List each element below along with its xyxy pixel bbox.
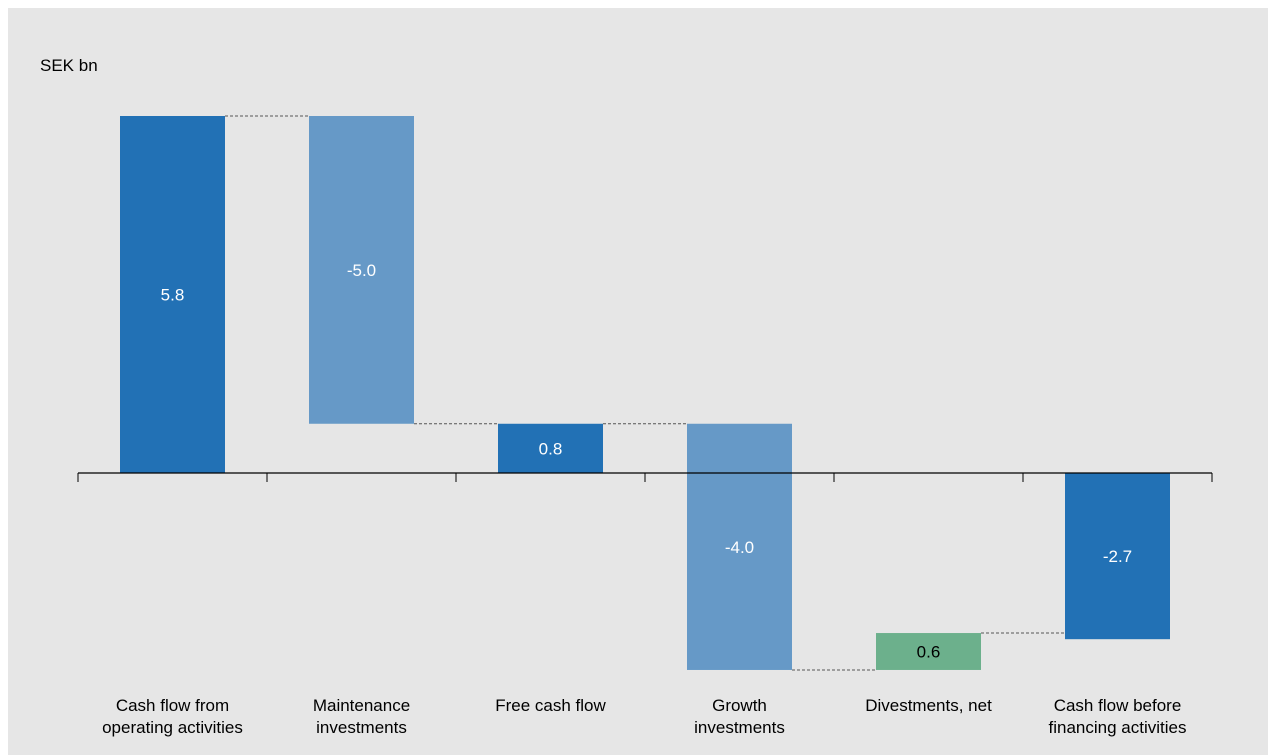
waterfall-chart: SEK bn 5.8 -5.0 0.8 -4.0 0.6 -2.7 Cash flow f… — [40, 56, 1213, 737]
category-labels: Cash flow from operating activities Mainte… — [102, 696, 1186, 737]
value-label: 0.6 — [917, 643, 941, 662]
category-label: Cash flow from operating activities — [102, 696, 243, 737]
x-axis — [77, 472, 1213, 482]
bar — [687, 423, 792, 670]
value-label: -2.7 — [1103, 547, 1132, 566]
bar — [1065, 473, 1170, 640]
chart-panel: SEK bn 5.8 -5.0 0.8 -4.0 0.6 -2.7 Cash flow f… — [8, 8, 1268, 755]
bar — [309, 116, 414, 424]
bar — [498, 423, 603, 473]
unit-label: SEK bn — [40, 56, 98, 75]
bar — [876, 633, 981, 670]
value-label: -5.0 — [347, 261, 376, 280]
category-label: Growth investments — [694, 696, 785, 737]
category-label: Free cash flow — [495, 696, 606, 715]
bars — [120, 116, 1170, 670]
category-label: Maintenance investments — [313, 696, 410, 737]
category-label: Divestments, net — [865, 696, 992, 715]
value-label: 5.8 — [161, 286, 185, 305]
connector-lines — [225, 115, 1065, 671]
category-label: Cash flow before financing activities — [1049, 696, 1187, 737]
value-label: -4.0 — [725, 538, 754, 557]
value-label: 0.8 — [539, 439, 563, 458]
value-labels: 5.8 -5.0 0.8 -4.0 0.6 -2.7 — [161, 261, 1132, 662]
bar — [120, 116, 225, 473]
